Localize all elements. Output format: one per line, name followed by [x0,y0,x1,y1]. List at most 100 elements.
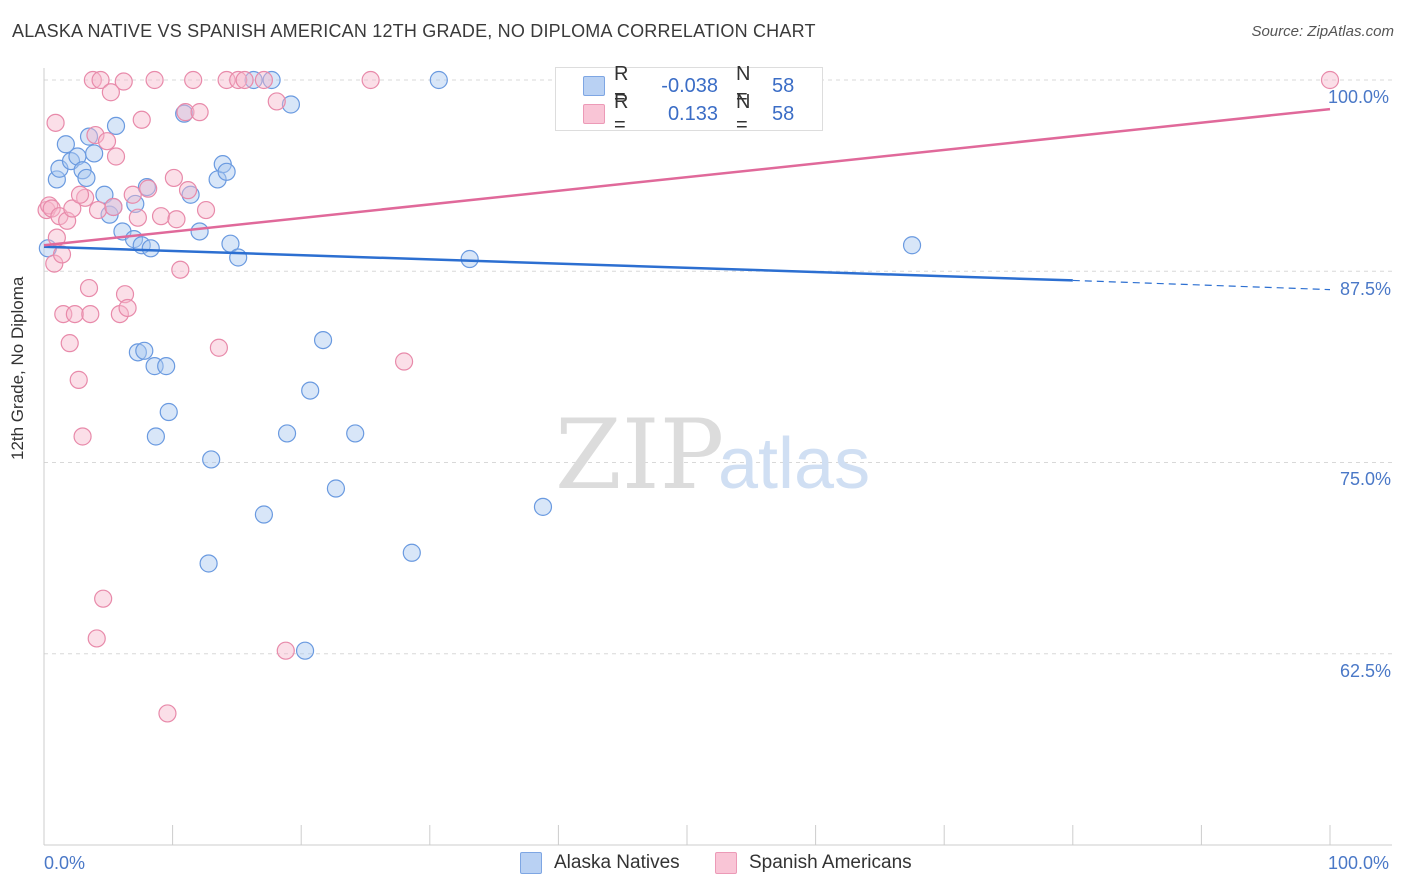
data-point [42,199,61,218]
data-point [52,245,72,264]
data-point [95,185,114,204]
data-point [118,298,137,318]
data-point [346,424,365,443]
data-point [77,168,96,188]
data-point [281,95,301,114]
data-point [217,162,236,181]
data-point [196,200,216,220]
data-point [135,341,154,360]
trend-lines [43,107,1331,291]
data-point [262,70,281,90]
legend-swatch-blue [520,852,542,874]
data-point [199,554,218,573]
data-point [114,72,133,91]
chart-title: ALASKA NATIVE VS SPANISH AMERICAN 12TH G… [12,21,816,41]
data-point [254,505,274,524]
legend-label-spanish: Spanish Americans [749,852,912,873]
trend-line-alaska [43,245,1073,282]
trend-line-alaska-extension [1072,279,1331,291]
data-point [115,285,135,304]
data-point [141,239,160,258]
axes [43,68,1392,846]
data-point [301,381,320,400]
data-point [157,357,176,376]
data-point [276,641,295,660]
n-value: 58 [772,74,795,97]
data-point [209,338,228,357]
data-point [139,179,158,198]
data-point [83,70,102,90]
data-point [145,70,164,90]
data-point [178,181,198,200]
trend-line-spanish [43,107,1331,247]
data-point [533,497,553,516]
series-spanish-americans [37,70,1340,723]
data-point [87,629,106,648]
data-point [97,132,117,151]
data-point [69,370,88,389]
data-point [167,210,186,229]
data-point [81,304,100,324]
data-point [60,334,79,353]
data-point [70,185,90,204]
legend-swatch-pink [715,852,737,874]
y-tick-75: 75.0% [1340,469,1392,489]
data-point [47,170,66,189]
data-point [85,144,104,163]
data-point [164,168,183,188]
n-label: N = [736,63,751,108]
x-tick-min: 0.0% [44,853,86,873]
y-tick-87-5: 87.5% [1340,279,1392,299]
data-point [106,147,126,166]
data-point [361,70,380,90]
data-point [267,92,286,111]
series-legend: Alaska Natives Spanish Americans [0,852,1406,878]
data-point [402,543,421,562]
data-point [394,352,414,371]
data-point [326,479,346,498]
r-label: R = [614,63,629,108]
watermark-zip: ZIP [555,399,724,511]
data-point [295,641,315,660]
data-point [190,222,209,241]
data-point [94,589,113,608]
data-point [123,185,142,204]
data-point [56,135,75,154]
n-label: N = [736,91,751,136]
data-point [429,70,448,90]
swatch-pink [583,104,605,124]
data-point [91,70,110,90]
watermark-atlas: atlas [718,424,870,504]
y-axis-label: 12th Grade, No Diploma [8,276,27,460]
data-point [277,424,297,443]
data-point [63,199,82,218]
y-tick-100: 100.0% [1328,87,1390,107]
data-point [1320,70,1340,90]
data-point [190,103,209,122]
data-point [79,127,99,146]
r-value: 0.133 [667,102,718,125]
data-point [159,402,178,422]
data-point [86,125,105,145]
data-point [73,427,92,446]
data-point [106,116,126,136]
data-point [128,343,147,362]
legend-item-spanish[interactable]: Spanish Americans [715,852,912,874]
data-point [902,236,922,255]
legend-item-alaska[interactable]: Alaska Natives [520,852,680,874]
data-point [235,70,254,90]
data-point [128,208,147,227]
data-point [151,207,171,226]
data-point [132,110,151,129]
series-alaska-natives [38,70,922,660]
data-point [254,70,274,90]
swatch-blue [583,76,605,96]
data-point [176,103,195,122]
r-label: R = [614,91,629,136]
data-point [229,248,248,267]
x-tick-max: 100.0% [1328,853,1390,873]
data-point [229,70,248,90]
data-point [460,249,479,269]
r-value: -0.038 [661,74,718,97]
